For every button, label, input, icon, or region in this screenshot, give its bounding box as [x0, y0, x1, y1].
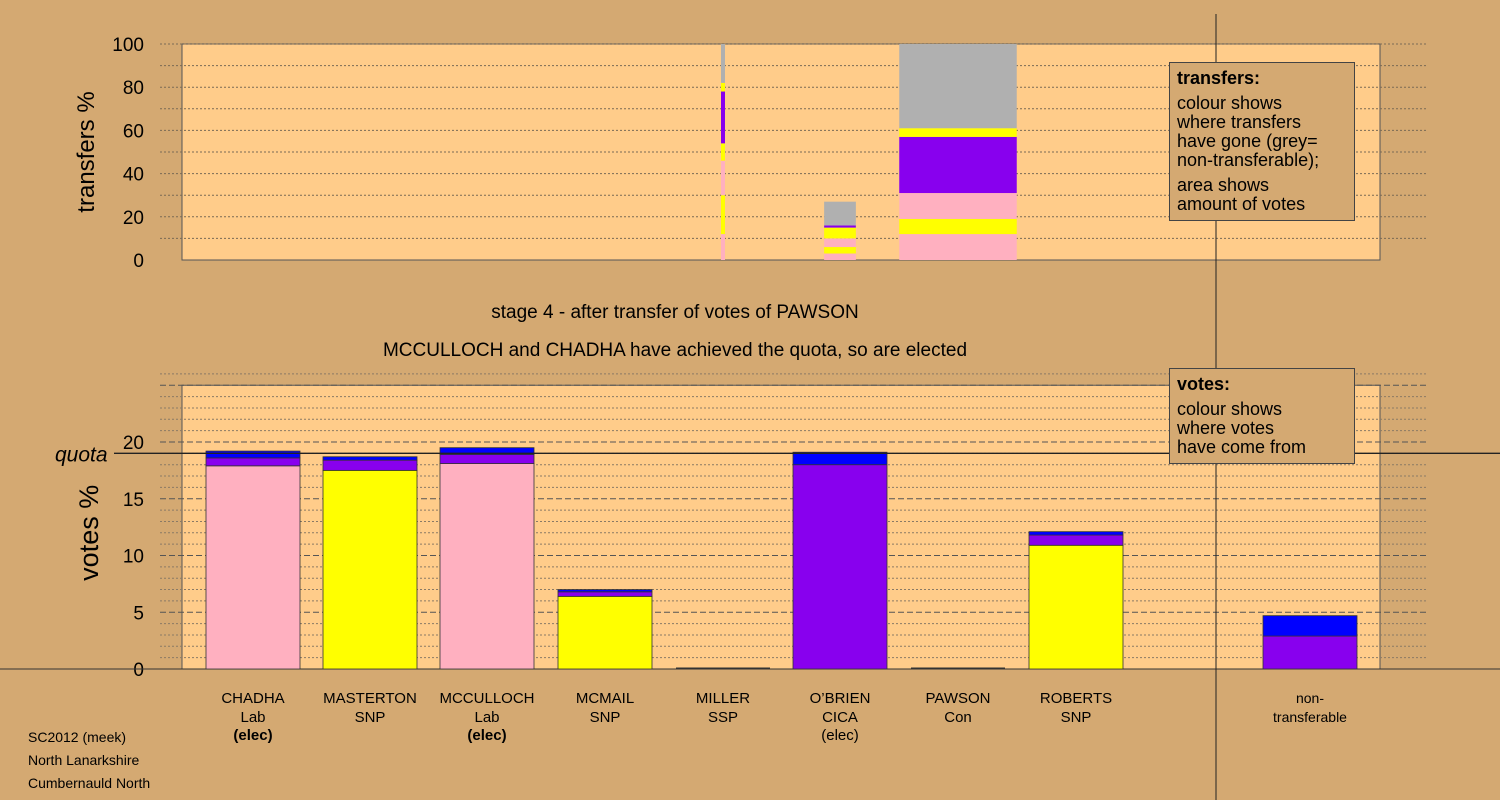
- candidate-name: MCCULLOCH: [439, 690, 534, 707]
- vote-segment: [439, 454, 535, 464]
- transfer-segment: [824, 225, 856, 228]
- candidate-party: SNP: [355, 709, 386, 726]
- stage-title: stage 4 - after transfer of votes of PAW…: [491, 302, 859, 323]
- transfers-legend: transfers: colour shows where transfers …: [1169, 62, 1355, 221]
- transfer-segment: [899, 234, 1017, 260]
- transfers-y-tick-label: 100: [112, 35, 144, 56]
- votes-legend-line: have come from: [1177, 437, 1307, 457]
- transfer-segment: [721, 195, 725, 235]
- candidate-status: (elec): [467, 727, 506, 744]
- transfer-segment: [824, 201, 856, 226]
- transfers-legend-line: amount of votes: [1177, 194, 1306, 214]
- transfer-segment: [824, 238, 856, 248]
- transfer-segment: [899, 136, 1017, 194]
- candidate-party: Lab: [474, 709, 499, 726]
- candidate-name: MILLER: [696, 690, 750, 707]
- candidate-name: ROBERTS: [1040, 690, 1112, 707]
- candidate-party: SNP: [590, 709, 621, 726]
- footer-election: SC2012 (meek): [28, 729, 127, 745]
- transfer-segment: [721, 160, 725, 196]
- transfers-y-tick-label: 0: [133, 251, 144, 272]
- transfer-segment: [899, 44, 1017, 129]
- candidate-party: SNP: [1061, 709, 1092, 726]
- votes-y-tick-label: 20: [123, 433, 144, 454]
- candidate-name: PAWSON: [925, 690, 990, 707]
- transfer-segment: [824, 253, 856, 260]
- transfers-y-tick-label: 60: [123, 121, 144, 142]
- vote-segment: [557, 591, 653, 597]
- candidate-status: (elec): [821, 727, 859, 744]
- vote-segment: [1028, 534, 1124, 546]
- candidate-name: MCMAIL: [576, 690, 634, 707]
- votes-y-axis-label: votes %: [74, 485, 104, 581]
- transfer-segment: [899, 218, 1017, 235]
- vote-segment: [792, 451, 888, 466]
- transfers-y-tick-label: 20: [123, 208, 144, 229]
- nontransferable-segment: [1262, 635, 1358, 670]
- nontransferable-segment: [1262, 615, 1358, 637]
- transfers-legend-line: where transfers: [1177, 112, 1302, 132]
- nontransferable-label: transferable: [1273, 709, 1347, 725]
- transfers-legend-line: non-transferable);: [1177, 150, 1320, 170]
- votes-y-tick-label: 15: [123, 490, 144, 511]
- votes-legend-line: where votes: [1177, 418, 1275, 438]
- transfer-segment: [899, 128, 1017, 137]
- vote-segment: [557, 589, 653, 593]
- transfer-segment: [721, 91, 725, 144]
- votes-y-tick-label: 10: [123, 547, 144, 568]
- votes-y-tick-label: 0: [133, 660, 144, 681]
- transfer-segment: [824, 247, 856, 254]
- vote-segment: [1028, 544, 1124, 670]
- transfers-y-tick-label: 40: [123, 165, 144, 186]
- votes-legend-line: colour shows: [1177, 399, 1283, 419]
- transfers-y-tick-label: 80: [123, 78, 144, 99]
- vote-segment: [557, 595, 653, 670]
- candidate-status: (elec): [233, 727, 272, 744]
- vote-segment: [792, 464, 888, 670]
- transfers-legend-line: area shows: [1177, 175, 1270, 195]
- candidate-party: SSP: [708, 709, 738, 726]
- vote-segment: [205, 457, 301, 467]
- candidate-party: Con: [944, 709, 972, 726]
- votes-legend: votes: colour shows where votes have com…: [1169, 368, 1355, 464]
- footer-council: North Lanarkshire: [28, 752, 140, 768]
- vote-segment: [205, 465, 301, 670]
- candidate-name: CHADHA: [221, 690, 284, 707]
- candidate-name: O’BRIEN: [810, 690, 871, 707]
- vote-segment: [1028, 531, 1124, 536]
- vote-segment: [439, 463, 535, 670]
- vote-segment: [205, 450, 301, 459]
- transfers-legend-line: have gone (grey=: [1177, 131, 1318, 151]
- footer-ward: Cumbernauld North: [28, 775, 151, 791]
- votes-y-tick-label: 5: [133, 603, 144, 624]
- elected-subtitle: MCCULLOCH and CHADHA have achieved the q…: [382, 340, 968, 361]
- vote-segment: [322, 469, 418, 670]
- transfers-y-axis-label: transfers %: [73, 91, 100, 212]
- transfer-segment: [824, 227, 856, 239]
- vote-segment: [322, 456, 418, 461]
- transfer-segment: [721, 234, 725, 260]
- transfer-segment: [721, 143, 725, 161]
- transfers-legend-title: transfers:: [1177, 68, 1261, 88]
- votes-legend-title: votes:: [1177, 374, 1231, 394]
- transfers-legend-line: colour shows: [1177, 93, 1283, 113]
- transfer-segment: [721, 44, 725, 83]
- candidate-party: CICA: [822, 709, 858, 726]
- transfer-segment: [721, 82, 725, 92]
- quota-label: quota: [55, 443, 108, 466]
- nontransferable-label: non-: [1296, 690, 1324, 706]
- vote-segment: [439, 447, 535, 455]
- vote-segment: [322, 459, 418, 471]
- transfer-segment: [899, 193, 1017, 219]
- candidate-party: Lab: [240, 709, 265, 726]
- candidate-name: MASTERTON: [323, 690, 417, 707]
